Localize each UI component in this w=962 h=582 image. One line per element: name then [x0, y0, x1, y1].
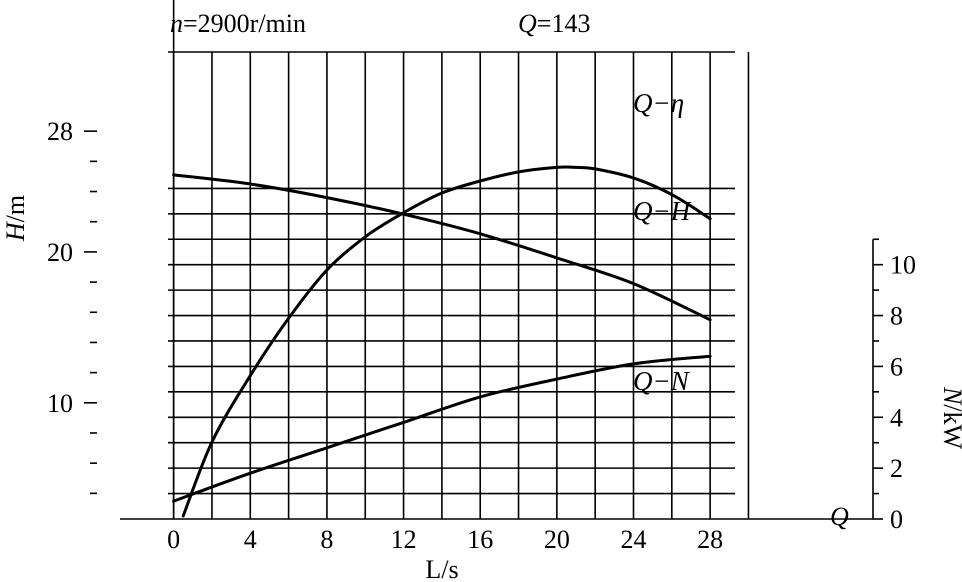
curve-efficiency	[181, 165, 712, 518]
right-tick-label: 10	[890, 251, 916, 280]
left-tick-label: 10	[47, 389, 73, 418]
x-tick-label: 0	[167, 525, 180, 554]
left-tick-label: 28	[47, 117, 73, 146]
header-model-label: Q=143	[518, 9, 590, 38]
x-tick-label: 4	[244, 525, 257, 554]
right-tick-label: 6	[890, 352, 903, 381]
curve-label-head: Q−H	[633, 196, 692, 226]
x-axis-title: L/s	[425, 555, 458, 582]
x-tick-label: 24	[620, 525, 646, 554]
curve-label-power: Q−N	[633, 366, 691, 396]
right-axis-symbol: Q	[830, 502, 849, 531]
right-axis-title: N/kW	[938, 386, 962, 450]
right-tick-label: 8	[890, 302, 903, 331]
curve-power	[172, 354, 712, 503]
curves: Q−η Q−H Q−N	[172, 88, 712, 518]
x-tick-label: 28	[697, 525, 723, 554]
x-tick-label: 8	[320, 525, 333, 554]
x-tick-label: 16	[467, 525, 493, 554]
grid	[168, 51, 750, 519]
curve-head	[172, 173, 712, 322]
right-tick-label: 0	[890, 505, 903, 534]
left-tick-label: 20	[47, 238, 73, 267]
right-tick-label: 4	[890, 403, 903, 432]
x-tick-label: 12	[391, 525, 417, 554]
left-axis-title: H/m	[1, 195, 30, 242]
x-tick-label: 20	[544, 525, 570, 554]
right-tick-label: 2	[890, 454, 903, 483]
curve-label-efficiency: Q−η	[633, 88, 684, 118]
header-speed-label: n=2900r/min	[170, 9, 306, 38]
